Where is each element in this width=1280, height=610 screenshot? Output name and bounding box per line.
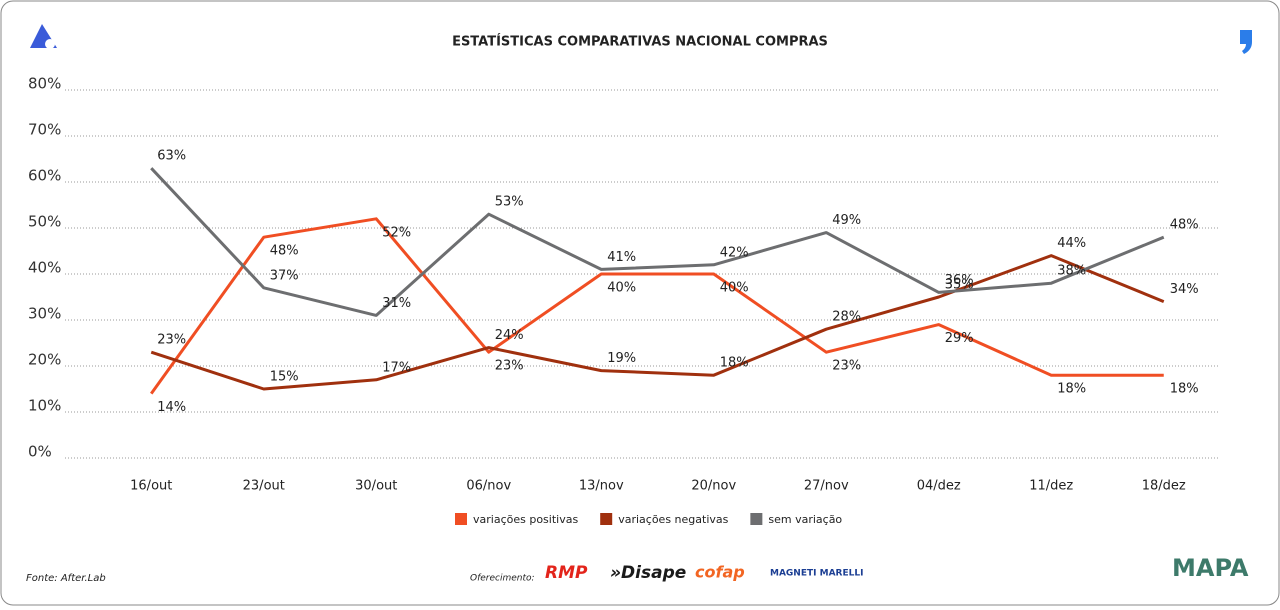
data-label: 44%	[1057, 236, 1086, 251]
x-tick-label: 20/nov	[691, 479, 736, 494]
data-label: 23%	[495, 359, 524, 374]
data-label: 52%	[382, 225, 411, 240]
data-label: 29%	[945, 331, 974, 346]
legend-label: variações negativas	[618, 513, 728, 526]
data-label: 31%	[382, 296, 411, 311]
data-label: 14%	[157, 400, 186, 415]
data-label: 48%	[270, 244, 299, 259]
legend-label: sem variação	[768, 513, 842, 526]
brand: MAPA	[1172, 554, 1249, 582]
series-line	[150, 254, 1165, 391]
series-line	[150, 167, 1165, 317]
x-tick-label: 06/nov	[466, 479, 511, 494]
sponsor-label: Oferecimento:	[470, 574, 535, 584]
sponsor-logo: MAGNETI MARELLI	[770, 569, 863, 579]
y-tick-label: 70%	[28, 121, 61, 139]
data-label: 40%	[720, 281, 749, 296]
legend-swatch	[600, 513, 613, 525]
source: Fonte: After.Lab	[26, 573, 106, 584]
data-label: 28%	[832, 310, 861, 325]
data-label: 48%	[1170, 218, 1199, 233]
y-tick-label: 40%	[28, 259, 61, 277]
data-label: 15%	[270, 370, 299, 385]
data-label: 38%	[1057, 264, 1086, 279]
y-tick-label: 30%	[28, 305, 61, 323]
x-tick-label: 23/out	[243, 479, 285, 494]
data-label: 18%	[1170, 382, 1199, 397]
data-label: 17%	[382, 360, 411, 375]
y-tick-label: 20%	[28, 351, 61, 369]
y-tick-label: 0%	[28, 443, 52, 461]
data-label: 49%	[832, 213, 861, 228]
y-tick-label: 60%	[28, 167, 61, 185]
data-label: 53%	[495, 195, 524, 210]
data-label: 37%	[270, 268, 299, 283]
sponsor-logo: cofap	[695, 563, 745, 582]
y-tick-label: 80%	[28, 75, 61, 93]
x-tick-label: 18/dez	[1142, 479, 1186, 494]
data-label: 40%	[607, 281, 636, 296]
x-tick-label: 16/out	[130, 479, 172, 494]
sponsor-logo: »Disape	[610, 563, 686, 583]
data-label: 41%	[607, 250, 636, 265]
x-tick-label: 30/out	[355, 479, 397, 494]
x-tick-label: 13/nov	[579, 479, 624, 494]
data-label: 18%	[720, 356, 749, 371]
data-label: 34%	[1170, 282, 1199, 297]
data-label: 63%	[157, 149, 186, 164]
data-label: 19%	[607, 351, 636, 366]
data-label: 24%	[495, 328, 524, 343]
data-label: 23%	[157, 333, 186, 348]
y-tick-label: 10%	[28, 397, 61, 415]
sponsor-logo: RMP	[545, 563, 588, 583]
series-line	[150, 217, 1164, 395]
legend-swatch	[750, 513, 763, 525]
logo-left-dot	[45, 39, 55, 49]
y-tick-label: 50%	[28, 213, 61, 231]
x-tick-label: 11/dez	[1029, 479, 1073, 494]
chart-title: ESTATÍSTICAS COMPARATIVAS NACIONAL COMPR…	[452, 34, 828, 50]
data-label: 36%	[945, 273, 974, 288]
data-label: 23%	[832, 359, 861, 374]
x-tick-label: 27/nov	[804, 479, 849, 494]
data-label: 18%	[1057, 382, 1086, 397]
legend-swatch	[455, 513, 467, 525]
legend-label: variações positivas	[473, 513, 578, 526]
data-label: 42%	[720, 245, 749, 260]
logo-right	[1240, 30, 1252, 54]
x-tick-label: 04/dez	[917, 479, 961, 494]
